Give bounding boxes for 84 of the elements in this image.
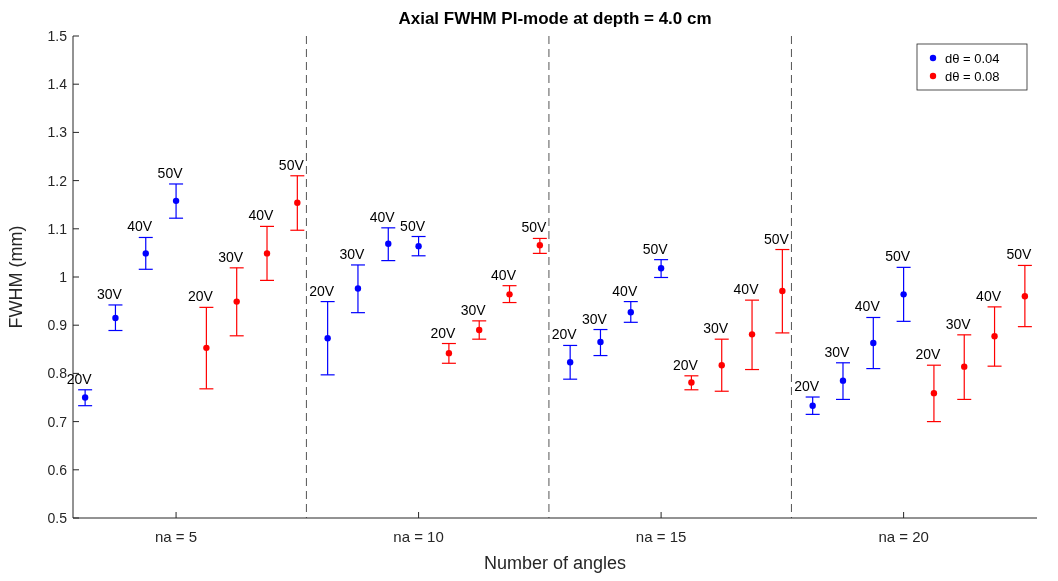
- annotation: 20V: [551, 326, 578, 343]
- point: [657, 265, 665, 272]
- annotation: 30V: [339, 245, 366, 262]
- point: [779, 287, 786, 295]
- x-tick-label: na = 10: [393, 528, 444, 545]
- point: [597, 338, 604, 346]
- annotation: 40V: [612, 282, 638, 299]
- point: [324, 335, 331, 342]
- point: [688, 379, 695, 386]
- annotation: 30V: [945, 315, 972, 332]
- point: [142, 250, 149, 257]
- annotation: 30V: [703, 320, 729, 337]
- point: [445, 349, 453, 357]
- annotation: 20V: [66, 370, 93, 387]
- annotation: 30V: [460, 301, 487, 318]
- point: [991, 333, 998, 340]
- annotation: 30V: [96, 285, 123, 302]
- y-tick-label: 1.4: [47, 76, 68, 93]
- annotation: 40V: [369, 208, 396, 225]
- annotation: 20V: [915, 346, 942, 363]
- annotation: 50V: [278, 156, 305, 173]
- annotation: 50V: [400, 217, 426, 234]
- point: [900, 291, 907, 298]
- point: [870, 339, 877, 347]
- point: [566, 359, 574, 366]
- y-tick-label: 0.5: [47, 509, 68, 526]
- point: [385, 240, 392, 247]
- point: [354, 285, 362, 292]
- point: [627, 308, 634, 316]
- point: [415, 242, 422, 250]
- x-tick-label: na = 20: [878, 528, 929, 545]
- y-tick-label: 1.3: [47, 124, 68, 141]
- point: [809, 402, 816, 409]
- annotation: 30V: [824, 343, 851, 360]
- point: [718, 362, 725, 369]
- point: [112, 314, 119, 322]
- annotation: 50V: [885, 248, 911, 265]
- point: [233, 298, 240, 305]
- annotation: 50V: [763, 230, 790, 247]
- annotation: 50V: [642, 240, 669, 257]
- annotation: 20V: [430, 324, 457, 341]
- point: [506, 291, 513, 298]
- annotation: 30V: [218, 248, 244, 265]
- legend-label: dθ = 0.08: [945, 68, 1000, 84]
- annotation: 40V: [127, 218, 153, 235]
- y-tick-label: 0.9: [47, 317, 68, 334]
- y-tick-label: 1: [59, 268, 68, 285]
- point: [930, 389, 938, 397]
- annotation: 40V: [733, 281, 760, 298]
- point: [536, 241, 544, 249]
- point: [294, 199, 301, 206]
- point: [476, 326, 483, 334]
- y-tick-label: 1.1: [47, 220, 68, 237]
- point: [263, 250, 271, 257]
- annotation: 40V: [491, 266, 517, 283]
- annotation: 40V: [854, 298, 881, 315]
- annotation: 20V: [187, 288, 214, 305]
- annotation: 20V: [309, 282, 335, 299]
- annotation: 30V: [582, 310, 608, 327]
- annotation: 20V: [672, 356, 699, 373]
- x-axis-title: Number of angles: [483, 553, 627, 573]
- annotation: 20V: [794, 378, 820, 395]
- point: [961, 363, 968, 370]
- annotation: 50V: [157, 164, 184, 181]
- point: [203, 344, 210, 352]
- point: [839, 377, 847, 384]
- y-tick-label: 0.7: [47, 413, 68, 430]
- y-tick-label: 1.2: [47, 172, 68, 189]
- point: [748, 331, 756, 338]
- chart-title: Axial FWHM PI-mode at depth = 4.0 cm: [398, 9, 712, 28]
- point: [172, 197, 180, 205]
- y-tick-label: 0.8: [47, 365, 68, 382]
- annotation: 50V: [1006, 246, 1032, 263]
- point: [81, 394, 89, 401]
- legend-label: dθ = 0.04: [945, 50, 1000, 66]
- annotation: 40V: [976, 287, 1002, 304]
- y-tick-label: 0.6: [47, 461, 68, 478]
- y-tick-label: 1.5: [47, 27, 68, 44]
- y-axis-title: FWHM (mm): [6, 225, 26, 329]
- point: [1021, 293, 1029, 300]
- x-tick-label: na = 15: [635, 528, 687, 545]
- x-tick-label: na = 5: [155, 528, 198, 545]
- annotation: 40V: [248, 207, 275, 224]
- annotation: 50V: [521, 219, 547, 236]
